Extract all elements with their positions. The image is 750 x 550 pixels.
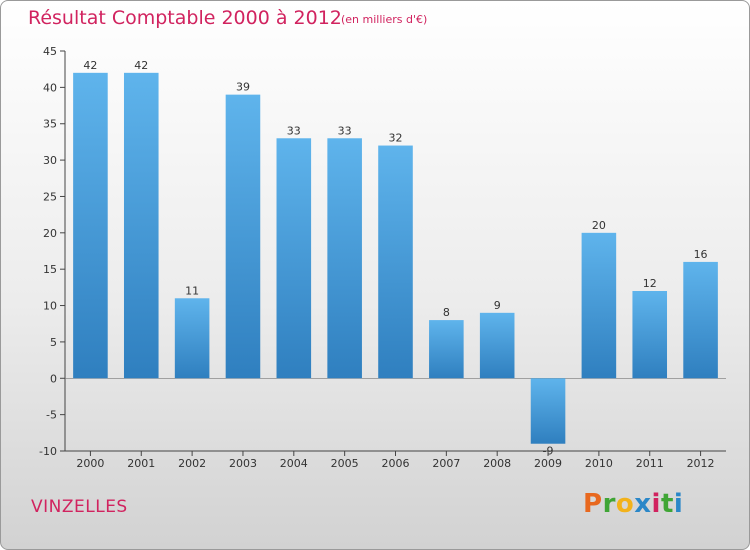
bar-2003 xyxy=(225,94,261,379)
y-tick-label: 35 xyxy=(43,118,57,131)
x-tick-label: 2012 xyxy=(687,457,715,470)
logo-letter: i xyxy=(651,489,661,519)
x-tick-label: 2002 xyxy=(178,457,206,470)
commune-name: VINZELLES xyxy=(31,497,128,517)
y-tick-label: 30 xyxy=(43,154,57,167)
x-tick-label: 2004 xyxy=(280,457,308,470)
y-tick-label: 0 xyxy=(50,372,57,385)
value-label-2010: 20 xyxy=(592,219,606,232)
chart-subtitle: (en milliers d'€) xyxy=(341,13,428,26)
y-tick-label: 40 xyxy=(43,81,57,94)
logo-letter: r xyxy=(602,489,616,519)
value-label-2006: 32 xyxy=(389,132,403,145)
y-tick-label: 10 xyxy=(43,300,57,313)
y-tick-label: 5 xyxy=(50,336,57,349)
bar-2009 xyxy=(530,378,566,444)
value-label-2011: 12 xyxy=(643,277,657,290)
bar-2000 xyxy=(73,72,108,379)
value-label-2012: 16 xyxy=(694,248,708,261)
x-tick-label: 2007 xyxy=(432,457,460,470)
y-tick-label: 15 xyxy=(43,263,57,276)
value-label-2009: -9 xyxy=(543,445,554,458)
value-label-2002: 11 xyxy=(185,284,199,297)
y-tick-label: 25 xyxy=(43,190,57,203)
x-tick-label: 2010 xyxy=(585,457,613,470)
logo-letter: i xyxy=(673,489,684,519)
x-tick-label: 2003 xyxy=(229,457,257,470)
proxiti-logo[interactable]: Proxiti xyxy=(583,489,683,519)
x-tick-label: 2001 xyxy=(127,457,155,470)
y-tick-label: 45 xyxy=(43,45,57,58)
bar-2002 xyxy=(174,298,210,379)
value-label-2005: 33 xyxy=(338,124,352,137)
logo-letter: t xyxy=(660,489,674,519)
value-label-2001: 42 xyxy=(134,59,148,72)
x-tick-label: 2009 xyxy=(534,457,562,470)
logo-letter: x xyxy=(634,489,652,519)
x-tick-label: 2008 xyxy=(483,457,511,470)
bar-2012 xyxy=(683,261,718,379)
logo-letter: o xyxy=(615,489,635,519)
bar-2001 xyxy=(123,72,159,379)
bar-2008 xyxy=(479,312,515,379)
logo-letter: P xyxy=(583,489,603,519)
value-label-2000: 42 xyxy=(83,59,97,72)
value-label-2008: 9 xyxy=(494,299,501,312)
chart-title: Résultat Comptable 2000 à 2012 xyxy=(28,7,342,29)
value-label-2003: 39 xyxy=(236,81,250,94)
x-tick-label: 2000 xyxy=(76,457,104,470)
bar-2007 xyxy=(429,320,464,379)
y-tick-label: -10 xyxy=(39,445,57,458)
y-tick-label: -5 xyxy=(46,409,57,422)
bar-2004 xyxy=(276,138,312,379)
x-tick-label: 2011 xyxy=(636,457,664,470)
x-tick-label: 2005 xyxy=(331,457,359,470)
value-label-2007: 8 xyxy=(443,306,450,319)
y-tick-label: 20 xyxy=(43,227,57,240)
bar-2006 xyxy=(378,145,413,379)
bar-2010 xyxy=(581,232,617,379)
value-label-2004: 33 xyxy=(287,124,301,137)
bar-2011 xyxy=(632,291,668,379)
bar-2005 xyxy=(327,138,362,379)
x-tick-label: 2006 xyxy=(382,457,410,470)
